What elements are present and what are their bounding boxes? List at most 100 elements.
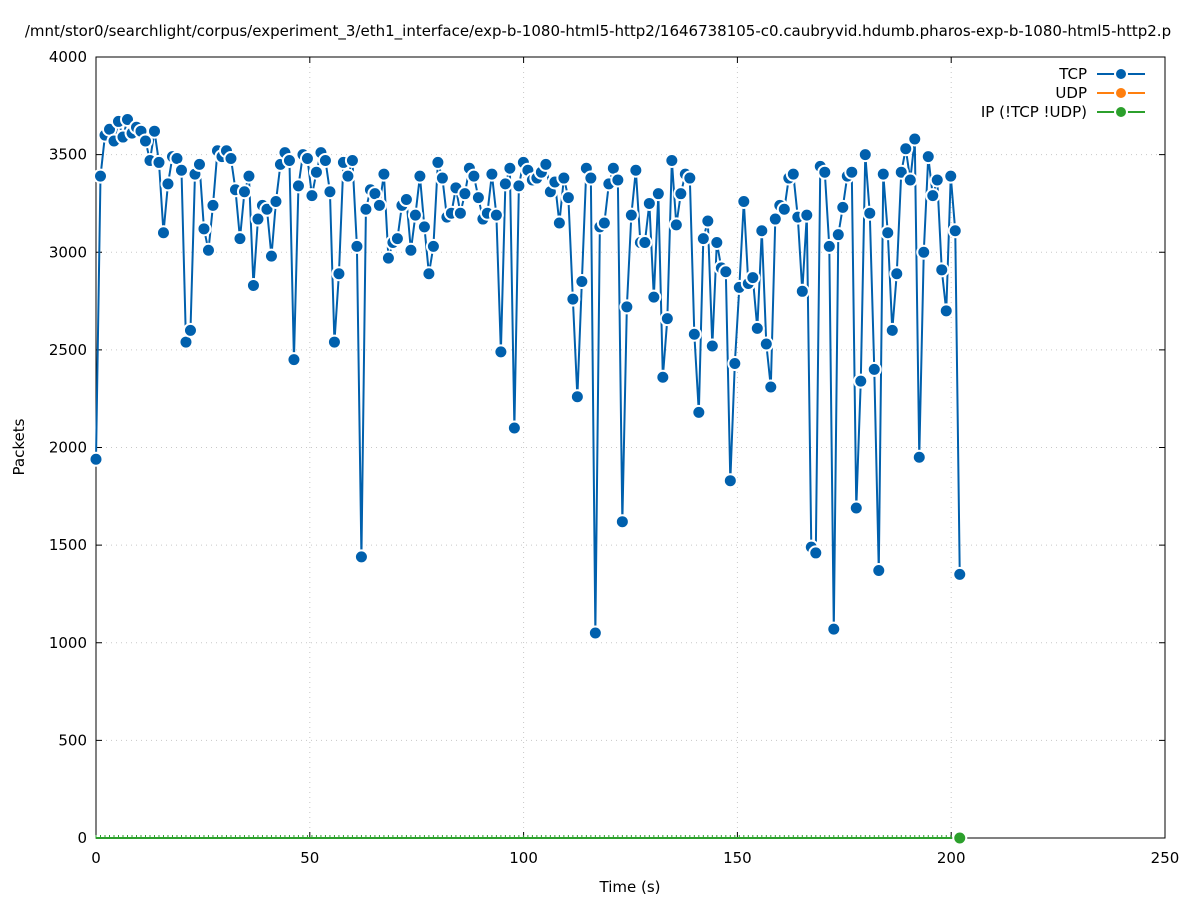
tcp-point [173,162,189,178]
tcp-point [808,545,824,561]
tcp-point [151,154,167,170]
tcp-point [470,190,486,206]
tcp-point [880,225,896,241]
tcp-point [749,320,765,336]
tcp-point [137,133,153,149]
tcp-point [587,625,603,641]
tcp-point [245,277,261,293]
tcp-point [641,195,657,211]
tcp-point [902,172,918,188]
tcp-point [907,131,923,147]
tcp-point [853,373,869,389]
tcp-point [722,473,738,489]
tcp-point [826,621,842,637]
x-axis: 0 50 100 150 200 250 [91,57,1179,867]
tcp-point [322,184,338,200]
tcp-point [457,186,473,202]
tcp-point [776,201,792,217]
tcp-point [830,227,846,243]
tcp-point [916,244,932,260]
y-tick-label: 4000 [49,48,87,66]
tcp-point [794,283,810,299]
tcp-point [565,291,581,307]
tcp-point [628,162,644,178]
tcp-point [569,389,585,405]
tcp-point [821,238,837,254]
tcp-point [889,266,905,282]
y-tick-label: 2500 [49,341,87,359]
tcp-point [434,170,450,186]
tcp-point [497,176,513,192]
y-tick-label: 3000 [49,243,87,261]
tcp-point [754,223,770,239]
tcp-point [263,248,279,264]
tcp-point [236,184,252,200]
tcp-point [331,266,347,282]
tcp-point [727,356,743,372]
tcp-point [398,192,414,208]
x-axis-label: Time (s) [599,878,661,896]
tcp-point [659,311,675,327]
tcp-point [232,231,248,247]
tcp-point [452,205,468,221]
x-tick-label: 50 [300,849,319,867]
tcp-point [538,156,554,172]
tcp-point [884,322,900,338]
tcp-point [286,352,302,368]
tcp-point [583,170,599,186]
tcp-point [502,160,518,176]
tcp-point [317,152,333,168]
tcp-point [376,166,392,182]
tcp-point [745,270,761,286]
tcp-point [898,141,914,157]
tcp-point [817,164,833,180]
x-tick-label: 200 [937,849,966,867]
tcp-point [160,176,176,192]
tcp-point [718,264,734,280]
tcp-point [268,193,284,209]
tcp-point [88,451,104,467]
tcp-point [299,151,315,167]
tcp-point [146,123,162,139]
tcp-point [155,225,171,241]
tcp-point [407,207,423,223]
tcp-point [637,234,653,250]
tcp-point [241,168,257,184]
tcp-point [349,238,365,254]
tcp-point [623,207,639,223]
tcp-point [425,238,441,254]
tcp-point [200,242,216,258]
tcp-point [551,215,567,231]
tcp-point [650,186,666,202]
chart-title: /mnt/stor0/searchlight/corpus/experiment… [25,22,1171,41]
tcp-point [506,420,522,436]
y-tick-label: 2000 [49,439,87,457]
tcp-point [704,338,720,354]
tcp-point [871,563,887,579]
tcp-point [925,188,941,204]
tcp-point [340,168,356,184]
tcp-line [95,115,961,633]
tcp-point [655,369,671,385]
tcp-point [511,178,527,194]
tcp-point [358,201,374,217]
tcp-point [934,262,950,278]
tcp-point [421,266,437,282]
legend-marker [1114,86,1128,100]
y-tick-label: 500 [58,731,87,749]
y-axis: 0 500 1000 1500 2000 2500 3000 3500 4000 [49,48,1165,847]
tcp-point [250,211,266,227]
tcp-point [700,213,716,229]
tcp-point [682,170,698,186]
y-axis-label: Packets [10,418,28,475]
tcp-point [484,166,500,182]
tcp-point [596,215,612,231]
tcp-point [403,242,419,258]
ip-point [952,830,968,846]
legend-label: UDP [1055,84,1087,102]
legend-label: TCP [1058,65,1087,83]
tcp-point [290,178,306,194]
tcp-point [560,190,576,206]
